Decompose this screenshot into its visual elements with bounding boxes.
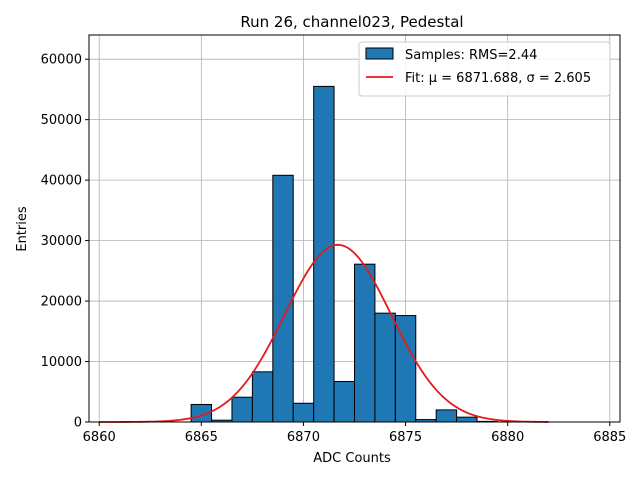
- y-tick-label: 0: [74, 416, 82, 431]
- y-tick-label: 60000: [41, 53, 82, 68]
- legend-label-fit: Fit: μ = 6871.688, σ = 2.605: [405, 71, 591, 86]
- histogram-bar: [354, 263, 376, 423]
- histogram-bars: [190, 85, 498, 423]
- x-axis-title: ADC Counts: [313, 451, 391, 466]
- legend-swatch-samples: [365, 47, 394, 60]
- x-tick-label: 6865: [185, 430, 218, 445]
- x-tick-label: 6880: [491, 430, 524, 445]
- y-tick-label: 10000: [41, 355, 82, 370]
- y-tick-label: 30000: [41, 234, 82, 249]
- fit-curve: [99, 243, 549, 423]
- y-tick-label: 50000: [41, 113, 82, 128]
- y-axis-ticks: 0 10000 20000 30000 40000 50000 60000: [41, 53, 89, 431]
- histogram-bar: [231, 396, 253, 423]
- legend-box: [358, 41, 611, 97]
- x-tick-label: 6885: [593, 430, 626, 445]
- histogram-bar: [251, 371, 274, 423]
- grid: [89, 35, 620, 423]
- histogram-bar: [456, 416, 478, 423]
- y-tick-label: 40000: [41, 174, 82, 189]
- legend-label-samples: Samples: RMS=2.44: [405, 48, 537, 63]
- histogram-bar: [374, 312, 396, 423]
- histogram-bar: [435, 409, 458, 423]
- histogram-bar: [333, 380, 356, 423]
- y-axis-title: Entries: [15, 206, 30, 252]
- plot-area-frame: [88, 34, 621, 423]
- x-axis-ticks: 6860 6865 6870 6875 6880 6885: [83, 422, 626, 445]
- legend: Samples: RMS=2.44 Fit: μ = 6871.688, σ =…: [358, 41, 611, 97]
- histogram-bar: [292, 402, 315, 423]
- histogram-bar: [272, 174, 294, 423]
- x-tick-label: 6870: [287, 430, 320, 445]
- y-tick-label: 20000: [41, 295, 82, 310]
- histogram-bar: [313, 85, 335, 423]
- histogram-bar: [394, 315, 417, 423]
- chart-title: Run 26, channel023, Pedestal: [240, 13, 463, 31]
- x-tick-label: 6875: [389, 430, 422, 445]
- x-tick-label: 6860: [83, 430, 116, 445]
